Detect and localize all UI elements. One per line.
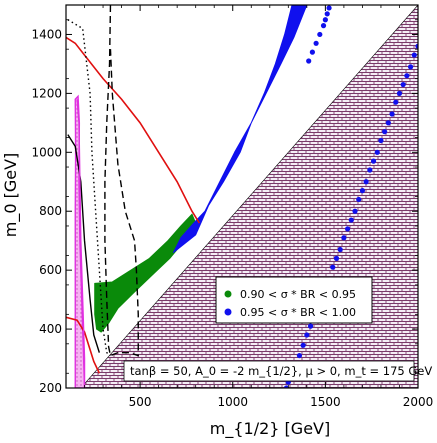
x-tick-label: 1500 bbox=[310, 395, 341, 409]
data-point-2-43 bbox=[411, 52, 417, 58]
data-point-2-25 bbox=[345, 226, 351, 232]
axis-ticks: 500 1000 1500 2000 200 400 600 800 1000 1200 1400 bbox=[31, 5, 433, 409]
data-point-2-14 bbox=[304, 332, 310, 338]
data-point-2-31 bbox=[367, 167, 373, 173]
parameter-note-box bbox=[123, 360, 415, 382]
y-axis-title: m_0 [GeV] bbox=[1, 153, 21, 238]
data-point-2-8 bbox=[283, 385, 290, 388]
data-point-2-7 bbox=[326, 5, 332, 11]
x-tick-label: 1000 bbox=[217, 395, 248, 409]
data-point-2-33 bbox=[374, 149, 380, 155]
curve-solid-4 bbox=[67, 134, 101, 353]
data-point-2-3 bbox=[317, 31, 323, 38]
x-axis-title: m_{1/2} [GeV] bbox=[210, 419, 330, 439]
curve-solid-0 bbox=[66, 36, 201, 224]
y-tick-label: 1000 bbox=[31, 145, 62, 159]
data-bands bbox=[94, 5, 308, 333]
data-point-2-0 bbox=[306, 58, 312, 64]
data-point-2-34 bbox=[378, 137, 384, 144]
data-point-2-41 bbox=[404, 73, 410, 79]
legend-box bbox=[215, 276, 373, 324]
curve-solid-5 bbox=[76, 99, 86, 388]
legend-marker-green bbox=[224, 290, 232, 298]
y-tick-label: 400 bbox=[39, 322, 62, 336]
data-point-2-29 bbox=[359, 188, 366, 194]
data-point-2-12 bbox=[296, 352, 303, 359]
y-tick-label: 1400 bbox=[31, 27, 62, 41]
data-point-2-21 bbox=[330, 264, 336, 270]
data-point-2-4 bbox=[320, 23, 327, 29]
legend-marker-blue bbox=[224, 308, 232, 316]
data-point-2-40 bbox=[400, 81, 406, 88]
data-point-2-6 bbox=[324, 11, 330, 17]
legend-label-blue: 0.95 < σ * BR < 1.00 bbox=[240, 306, 356, 319]
data-point-2-23 bbox=[337, 246, 343, 253]
data-point-2-22 bbox=[333, 255, 340, 261]
data-point-2-2 bbox=[313, 40, 319, 46]
data-point-2-26 bbox=[348, 217, 354, 223]
parameter-note: tanβ = 50, A_0 = -2 m_{1/2}, μ > 0, m_t … bbox=[123, 360, 432, 382]
data-point-2-30 bbox=[363, 179, 369, 185]
y-tick-label: 200 bbox=[39, 381, 62, 395]
data-point-2-27 bbox=[352, 208, 358, 214]
data-point-2-39 bbox=[396, 90, 403, 96]
data-point-2-32 bbox=[370, 158, 377, 164]
data-point-2-1 bbox=[309, 49, 315, 55]
y-tick-label: 600 bbox=[39, 263, 62, 277]
band-series-1 bbox=[172, 5, 308, 253]
y-tick-label: 1200 bbox=[31, 86, 62, 100]
x-tick-label: 2000 bbox=[403, 395, 434, 409]
data-point-2-44 bbox=[415, 43, 418, 49]
curve-dashed-2 bbox=[104, 5, 139, 357]
data-point-2-36 bbox=[385, 120, 391, 126]
data-point-2-37 bbox=[389, 111, 395, 117]
x-tick-label: 500 bbox=[129, 395, 152, 409]
data-point-2-5 bbox=[322, 17, 328, 23]
data-point-2-38 bbox=[393, 99, 399, 105]
data-point-2-15 bbox=[307, 323, 314, 329]
legend: 0.90 < σ * BR < 0.95 0.95 < σ * BR < 1.0… bbox=[215, 276, 373, 324]
legend-label-green: 0.90 < σ * BR < 0.95 bbox=[240, 288, 356, 301]
data-point-2-35 bbox=[382, 129, 388, 135]
data-point-2-24 bbox=[341, 235, 347, 241]
curve-dotted-3 bbox=[67, 19, 111, 357]
data-point-2-28 bbox=[356, 196, 362, 203]
data-point-2-13 bbox=[300, 342, 306, 348]
contour-curves bbox=[66, 5, 201, 388]
parameter-note-text: tanβ = 50, A_0 = -2 m_{1/2}, μ > 0, m_t … bbox=[130, 364, 432, 378]
curve-solid-1 bbox=[66, 316, 101, 374]
y-tick-label: 800 bbox=[39, 204, 62, 218]
data-point-2-42 bbox=[407, 64, 414, 70]
